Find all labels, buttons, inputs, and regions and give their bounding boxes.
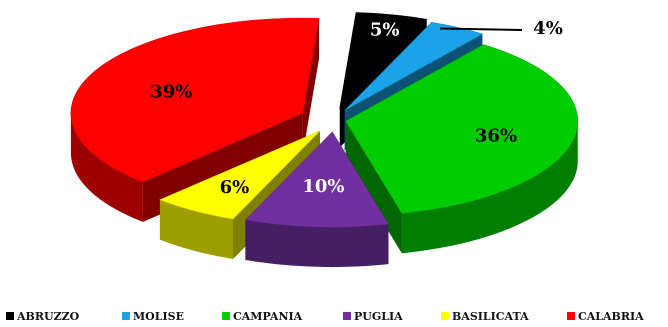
pie-slices	[70, 12, 579, 267]
slice-label-basilicata: 6%	[220, 177, 250, 198]
legend-label: ABRUZZO	[16, 310, 80, 323]
slice-outer-wall	[245, 220, 389, 267]
legend-label: MOLISE	[133, 310, 184, 323]
slice-label-campania: 36%	[475, 125, 517, 146]
legend-item-campania: CAMPANIA	[222, 310, 303, 323]
legend-swatch	[122, 312, 130, 320]
legend-label: CALABRIA	[578, 310, 644, 323]
slice-label-calabria: 39%	[150, 81, 192, 102]
slice-labels: 5% 4% 36% 10% 6% 39%	[150, 18, 563, 198]
legend-item-puglia: PUGLIA	[343, 310, 403, 323]
slice-top	[345, 44, 579, 214]
slice-top	[344, 21, 484, 111]
legend-item-molise: MOLISE	[122, 310, 184, 323]
slice-label-molise: 4%	[533, 18, 563, 39]
legend-swatch	[6, 312, 14, 320]
slice-campania	[345, 44, 579, 254]
legend-label: PUGLIA	[354, 310, 403, 323]
slice-outer-wall	[159, 199, 234, 260]
legend: ABRUZZO MOLISE CAMPANIA PUGLIA BASILICATA CAL…	[6, 310, 644, 323]
legend-swatch	[567, 312, 575, 320]
slice-top	[339, 12, 428, 109]
legend-swatch	[343, 312, 351, 320]
slice-top	[70, 17, 320, 183]
slice-top	[159, 130, 321, 220]
slice-top	[244, 131, 389, 228]
legend-item-basilicata: BASILICATA	[441, 310, 529, 323]
legend-item-abruzzo: ABRUZZO	[6, 310, 80, 323]
legend-swatch	[222, 312, 230, 320]
slice-outer-wall	[401, 121, 578, 254]
slice-puglia	[244, 131, 389, 267]
slice-outer-wall	[70, 113, 143, 222]
slice-side-wall	[345, 121, 402, 254]
slice-side-wall	[302, 18, 320, 154]
molise-leader-line	[439, 27, 523, 31]
legend-item-calabria: CALABRIA	[567, 310, 644, 323]
slice-label-abruzzo: 5%	[370, 20, 400, 41]
legend-label: BASILICATA	[452, 310, 529, 323]
legend-swatch	[441, 312, 449, 320]
slice-label-puglia: 10%	[302, 176, 344, 197]
legend-label: CAMPANIA	[233, 310, 303, 323]
